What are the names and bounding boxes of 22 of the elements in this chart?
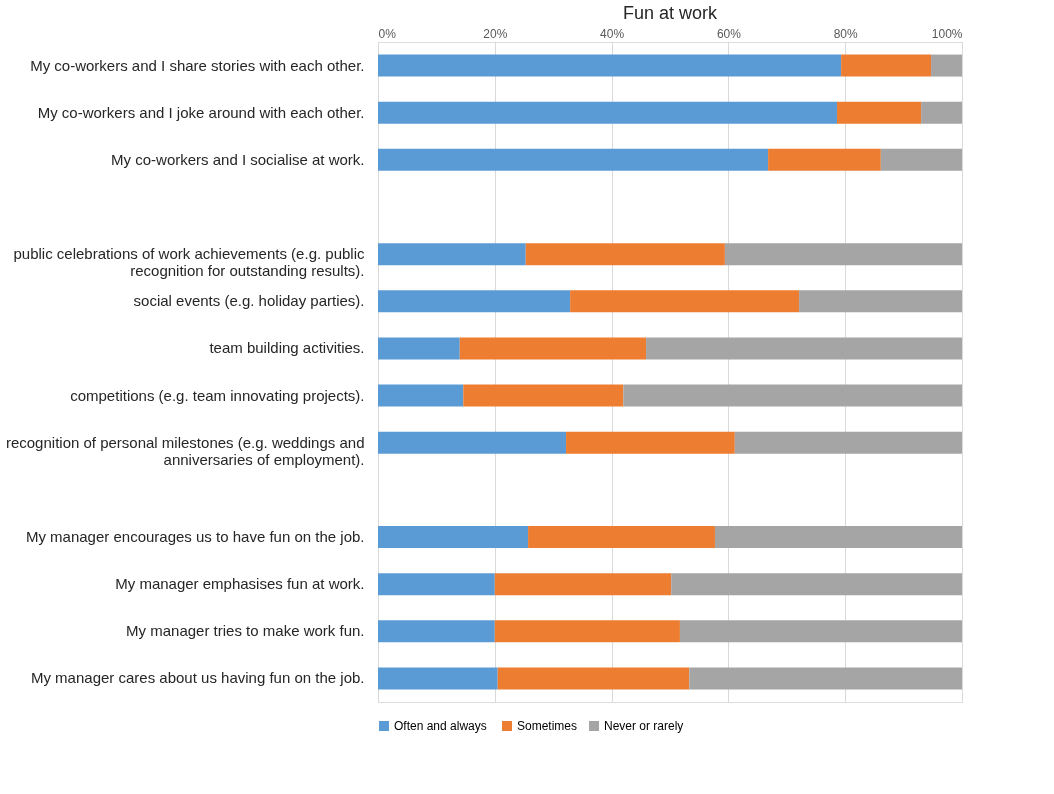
- y-tick-label: My co-workers and I share stories with each other.: [30, 56, 365, 74]
- y-tick-label: My manager encourages us to have fun on the job.: [25, 528, 365, 545]
- y-tick-label: public celebrations of work achievements (e.g. public recognition for outstanding results).: [13, 245, 365, 280]
- legend-label: Sometimes: [517, 719, 578, 733]
- legend-label: Often and always: [394, 719, 487, 733]
- y-tick-label: recognition of personal milestones (e.g. weddings and anniversaries of employment).: [5, 433, 365, 468]
- chart-title: Fun at work: [622, 3, 719, 23]
- y-tick-label: My manager cares about us having fun on the job.: [30, 669, 365, 687]
- y-tick-label: My co-workers and I socialise at work.: [111, 150, 365, 168]
- x-tick-label: 20%: [483, 26, 508, 41]
- y-tick-label: My co-workers and I joke around with each other.: [37, 103, 365, 121]
- x-tick-label: 80%: [833, 26, 859, 41]
- x-tick-label: 60%: [716, 26, 742, 41]
- y-tick-label: social events (e.g. holiday parties).: [133, 292, 365, 310]
- legend-label: Never or rarely: [604, 719, 684, 733]
- y-tick-label: competitions (e.g. team innovating projects).: [70, 386, 365, 404]
- y-tick-label: My manager emphasises fun at work.: [115, 575, 365, 593]
- y-tick-label: team building activities.: [209, 339, 365, 357]
- x-tick-label: 100%: [931, 26, 963, 41]
- x-tick-label: 0%: [378, 26, 397, 41]
- y-tick-label: My manager tries to make work fun.: [126, 622, 365, 640]
- x-tick-label: 40%: [600, 26, 625, 41]
